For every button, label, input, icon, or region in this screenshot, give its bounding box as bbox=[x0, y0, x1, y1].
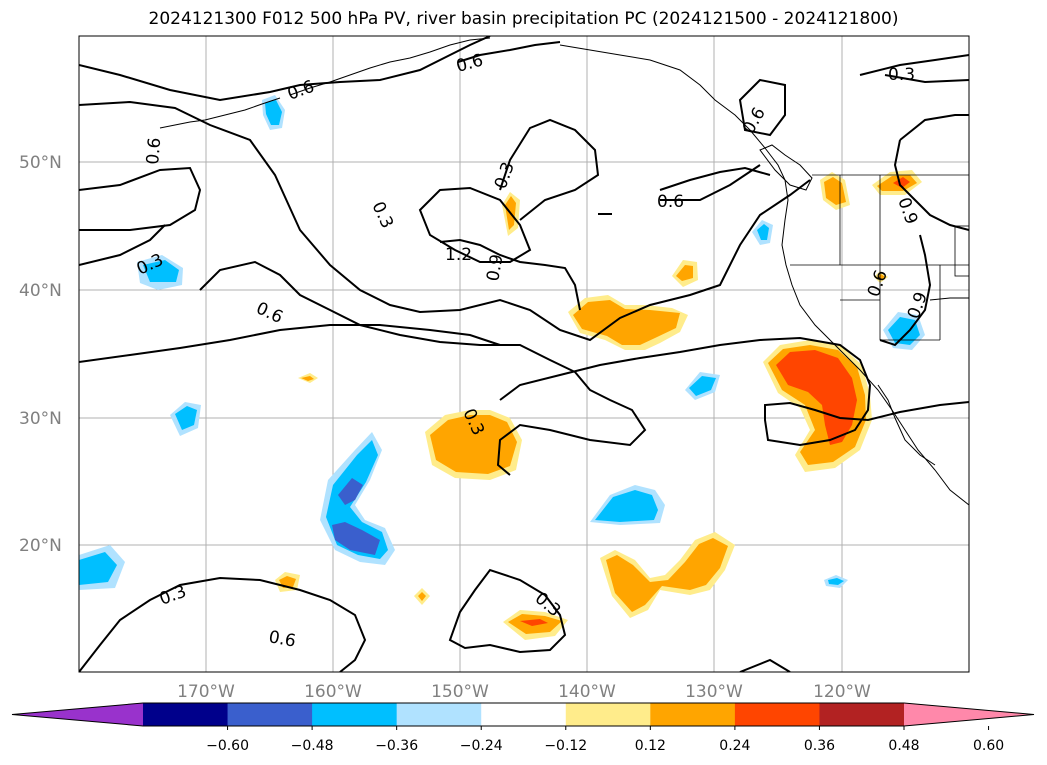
contour-line bbox=[499, 336, 969, 447]
contour-line bbox=[899, 114, 969, 141]
map-frame bbox=[78, 35, 970, 673]
contour-line bbox=[79, 36, 491, 102]
contour-line bbox=[884, 74, 969, 84]
contour-line bbox=[79, 100, 811, 342]
lon-label: 150°W bbox=[431, 682, 489, 702]
blob-neg bbox=[595, 490, 658, 522]
contour-label: 0.6 bbox=[143, 137, 165, 166]
lon-label: 170°W bbox=[177, 682, 235, 702]
contour-label: 0.6 bbox=[267, 627, 297, 651]
lat-label: 30°N bbox=[19, 409, 62, 429]
contour-line bbox=[448, 568, 567, 654]
colorbar-tick-label: 0.48 bbox=[888, 738, 919, 754]
colorbar-box bbox=[396, 703, 482, 726]
blob-pos bbox=[418, 592, 426, 601]
lon-label: 120°W bbox=[813, 682, 871, 702]
contour-line bbox=[879, 234, 932, 347]
colorbar-box bbox=[481, 703, 567, 726]
colorbar-tick-label: 0.60 bbox=[973, 738, 1004, 754]
contour-line bbox=[199, 260, 647, 476]
blob-neg bbox=[265, 100, 282, 125]
blob-neg bbox=[338, 478, 363, 505]
contour-line bbox=[738, 78, 786, 137]
colorbar-tick-label: −0.60 bbox=[206, 738, 249, 754]
contour-label: 1.2 bbox=[445, 245, 472, 265]
blob-neg bbox=[143, 260, 179, 282]
blob-pos bbox=[430, 415, 517, 474]
state-borders bbox=[790, 174, 969, 341]
colorbar-box bbox=[143, 703, 229, 726]
blob-neg bbox=[689, 376, 716, 396]
blob-neg bbox=[175, 406, 197, 430]
blob-pos bbox=[877, 274, 885, 280]
negative-precip-areas bbox=[79, 95, 925, 590]
contour-label: 0.3 bbox=[888, 65, 915, 85]
contour-line bbox=[79, 224, 166, 266]
blob-neg bbox=[757, 224, 769, 240]
colorbar-tick-label: −0.36 bbox=[375, 738, 418, 754]
lat-label: 20°N bbox=[19, 536, 62, 556]
contour-line bbox=[79, 576, 367, 672]
contour-line bbox=[79, 324, 501, 363]
blob-pos bbox=[606, 538, 728, 612]
contour-line bbox=[457, 41, 561, 63]
contour-label: 0.9 bbox=[483, 253, 507, 283]
colorbar-box bbox=[650, 703, 736, 726]
lon-label: 130°W bbox=[685, 682, 743, 702]
blob-neg bbox=[828, 578, 844, 585]
colorbar-tick-label: −0.48 bbox=[291, 738, 334, 754]
contour-line bbox=[418, 186, 532, 263]
lat-tick-labels: 50°N 40°N 30°N 20°N bbox=[19, 153, 62, 556]
colorbar-box bbox=[312, 703, 398, 726]
blob-pos bbox=[824, 177, 846, 205]
contour-line bbox=[660, 164, 761, 201]
lon-label: 160°W bbox=[304, 682, 362, 702]
contour-label: 0.6 bbox=[657, 192, 684, 212]
lat-label: 50°N bbox=[19, 153, 62, 173]
blob-pos bbox=[676, 265, 693, 281]
blob-neg bbox=[888, 317, 920, 345]
colorbar-tick-label: −0.12 bbox=[544, 738, 587, 754]
colorbar-tick-label: 0.12 bbox=[635, 738, 666, 754]
contour-line bbox=[439, 238, 581, 311]
colorbar-extend-low bbox=[12, 703, 143, 726]
colorbar-tick-label: −0.24 bbox=[460, 738, 503, 754]
lon-label: 140°W bbox=[558, 682, 616, 702]
map-title: 2024121300 F012 500 hPa PV, river basin … bbox=[148, 9, 899, 29]
colorbar: −0.60 −0.48 −0.36 −0.24 −0.12 0.12 0.24 0.36 0.4… bbox=[11, 702, 1035, 754]
contour-line bbox=[739, 658, 791, 672]
contour-line bbox=[893, 139, 969, 231]
blob-pos bbox=[776, 350, 857, 445]
lon-tick-labels: 170°W 160°W 150°W 140°W 130°W 120°W bbox=[177, 682, 871, 702]
contour-line bbox=[859, 54, 969, 76]
blob-pos bbox=[893, 177, 910, 188]
lat-label: 40°N bbox=[19, 281, 62, 301]
contour-line bbox=[499, 118, 600, 221]
colorbar-box bbox=[819, 703, 905, 726]
blob-neg bbox=[332, 522, 380, 555]
colorbar-box bbox=[565, 703, 651, 726]
contour-line bbox=[79, 166, 202, 231]
colorbar-box bbox=[227, 703, 313, 726]
blob-neg bbox=[79, 552, 117, 585]
pv-contours bbox=[79, 36, 969, 672]
colorbar-tick-label: 0.36 bbox=[804, 738, 835, 754]
colorbar-extend-high bbox=[904, 703, 1034, 726]
blob-pos bbox=[520, 619, 548, 626]
colorbar-tick-label: 0.24 bbox=[719, 738, 750, 754]
blob-pos bbox=[301, 376, 314, 381]
colorbar-box bbox=[734, 703, 820, 726]
colorbar-outline bbox=[11, 702, 1035, 727]
